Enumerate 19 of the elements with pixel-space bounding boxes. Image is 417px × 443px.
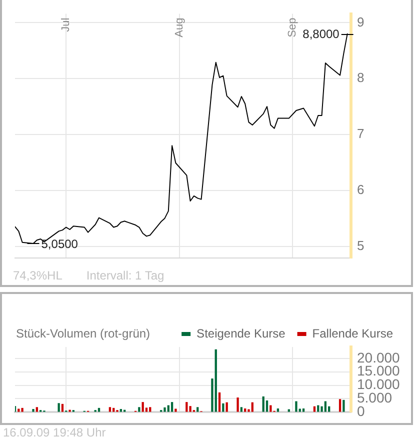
y-tick-label: 15.000 (357, 362, 400, 379)
x-tick-label: Aug (173, 18, 186, 38)
y-tick-label: 7 (357, 126, 364, 142)
text: 74,3%HL (13, 268, 63, 282)
x-tick-label: Sep (286, 18, 299, 38)
y-tick-label: 6 (357, 182, 364, 197)
text: 16.09.09 19:48 Uhr (3, 425, 106, 440)
chart-title: Stück-Volumen (rot-grün) (16, 326, 150, 340)
legend-label: Steigende Kurse (196, 326, 286, 340)
y-tick-label: 20.000 (357, 349, 400, 366)
y-tick-label: 5 (357, 238, 364, 253)
y-tick-label: 9 (357, 14, 364, 30)
x-tick-label: Jul (60, 18, 72, 32)
y-tick-label: 0 (357, 402, 365, 419)
legend-label: Fallende Kurse (312, 326, 394, 340)
annotation: 5,0500 (41, 236, 78, 251)
annotation: 8,8000 (302, 27, 340, 42)
text: Intervall: 1 Tag (86, 268, 164, 282)
y-tick-label: 8 (357, 70, 364, 86)
